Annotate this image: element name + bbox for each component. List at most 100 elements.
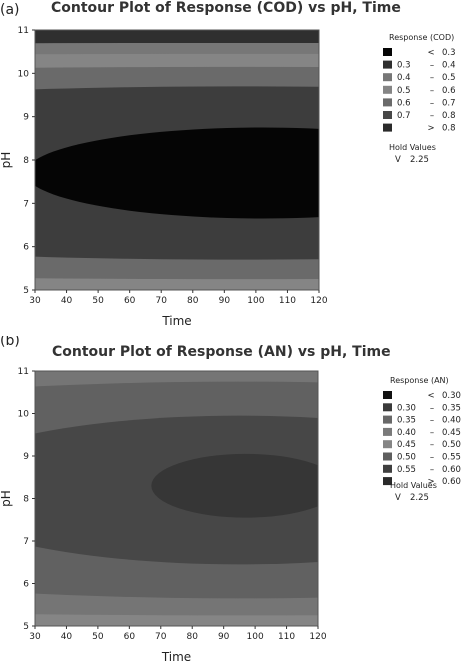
legend-swatch (383, 85, 392, 94)
chart-title: Contour Plot of Response (AN) vs pH, Tim… (52, 344, 391, 360)
legend-dash: – (430, 440, 434, 450)
legend-entry: 0.7 –0.8 (383, 111, 456, 121)
y-tick-label: 5 (23, 286, 29, 296)
x-tick-label: 50 (92, 632, 104, 642)
y-tick-label: 6 (23, 243, 29, 253)
legend-dash: – (430, 428, 434, 438)
contour-panel-b: (b) Contour Plot of Response (AN) vs pH, … (0, 336, 474, 672)
hold-value: 2.25 (410, 155, 429, 165)
legend-entry: 0.30 –0.35 (383, 403, 461, 413)
legend-low: 0.6 (397, 98, 411, 108)
x-tick-label: 30 (29, 632, 41, 642)
x-axis-label: Time (161, 314, 191, 328)
contour-region (35, 127, 319, 219)
legend-value: 0.8 (442, 124, 456, 134)
legend-high: 0.4 (442, 61, 456, 71)
y-tick-label: 7 (23, 537, 29, 547)
legend-swatch (383, 98, 392, 107)
y-tick-label: 9 (23, 113, 29, 123)
legend-value: 0.30 (442, 391, 461, 401)
legend-low: 0.55 (397, 465, 416, 475)
x-tick-label: 60 (124, 296, 136, 306)
legend-title: Response (COD) (389, 33, 454, 42)
x-axis-label: Time (161, 650, 191, 664)
legend-entry: <0.3 (383, 48, 456, 58)
legend-dash: – (430, 403, 434, 413)
x-tick-label: 70 (155, 296, 167, 306)
legend-swatch (383, 452, 392, 461)
legend-operator: < (427, 391, 434, 401)
x-tick-label: 120 (309, 632, 326, 642)
x-tick-label: 80 (186, 632, 198, 642)
legend-value: 0.3 (442, 48, 456, 58)
legend-entry: 0.6 –0.7 (383, 98, 456, 108)
legend-dash: – (430, 61, 434, 71)
legend-swatch (383, 403, 392, 412)
y-tick-label: 11 (18, 367, 29, 377)
hold-values-title: Hold Values (389, 143, 436, 152)
legend-operator: < (427, 48, 434, 58)
y-tick-label: 10 (18, 69, 30, 79)
legend-entry: 0.45 –0.50 (383, 440, 461, 450)
legend-swatch (383, 60, 392, 69)
y-tick-label: 11 (18, 26, 29, 36)
legend-low: 0.50 (397, 453, 416, 463)
legend-low: 0.30 (397, 403, 416, 413)
legend-swatch (383, 477, 392, 486)
x-tick-label: 40 (61, 296, 73, 306)
legend-swatch (383, 48, 392, 56)
legend-entry: 0.40 –0.45 (383, 427, 461, 438)
legend-entry: 0.5 –0.6 (383, 85, 456, 96)
legend-swatch (383, 427, 392, 436)
contour-region (151, 453, 318, 518)
y-tick-label: 8 (23, 495, 29, 505)
legend-high: 0.40 (442, 416, 461, 426)
legend-dash: – (430, 453, 434, 463)
x-tick-label: 120 (310, 296, 327, 306)
legend-high: 0.35 (442, 403, 461, 413)
x-tick-label: 110 (279, 296, 296, 306)
legend-low: 0.5 (397, 86, 411, 96)
legend-dash: – (430, 465, 434, 475)
x-tick-label: 80 (187, 296, 199, 306)
x-tick-label: 40 (61, 632, 73, 642)
legend-swatch (383, 415, 392, 424)
legend-entry: >0.8 (383, 123, 456, 134)
x-tick-label: 50 (92, 296, 104, 306)
x-tick-label: 30 (29, 296, 41, 306)
legend-high: 0.7 (442, 98, 456, 108)
legend-entry: 0.55 –0.60 (383, 464, 461, 475)
legend-low: 0.45 (397, 440, 416, 450)
legend: Response (AN)< 0.300.30–0.350.35–0.400.40… (383, 376, 461, 487)
chart-title: Contour Plot of Response (COD) vs pH, Ti… (51, 0, 401, 16)
legend-entry: 0.35 –0.40 (383, 415, 461, 426)
legend-entry: 0.3 –0.4 (383, 60, 456, 71)
legend-title: Response (AN) (390, 376, 449, 385)
legend-low: 0.4 (397, 73, 411, 83)
legend-swatch (383, 440, 392, 449)
legend-low: 0.40 (397, 428, 416, 438)
legend-entry: 0.50 –0.55 (383, 452, 461, 463)
legend-high: 0.45 (442, 428, 461, 438)
x-tick-label: 70 (155, 632, 167, 642)
panel-label: (b) (0, 336, 20, 349)
legend: Response (COD)< 0.30.3–0.40.4–0.50.5–0.60… (383, 33, 456, 134)
y-axis-label: pH (0, 490, 13, 507)
y-axis-label: pH (0, 152, 13, 169)
x-tick-label: 110 (278, 632, 295, 642)
y-tick-label: 7 (23, 199, 29, 209)
y-tick-label: 8 (23, 156, 29, 166)
plot-area (35, 30, 319, 290)
panel-label: (a) (0, 2, 20, 18)
legend-swatch (383, 73, 392, 82)
contour-chart: (a) Contour Plot of Response (COD) vs pH,… (0, 0, 456, 328)
plot-area (35, 371, 318, 626)
hold-value: 2.25 (410, 493, 429, 503)
x-tick-label: 60 (124, 632, 136, 642)
y-tick-label: 10 (18, 410, 30, 420)
legend-dash: – (430, 111, 434, 121)
legend-dash: – (430, 416, 434, 426)
legend-entry: <0.30 (383, 391, 461, 401)
legend-swatch (383, 123, 392, 132)
legend-high: 0.60 (442, 465, 461, 475)
